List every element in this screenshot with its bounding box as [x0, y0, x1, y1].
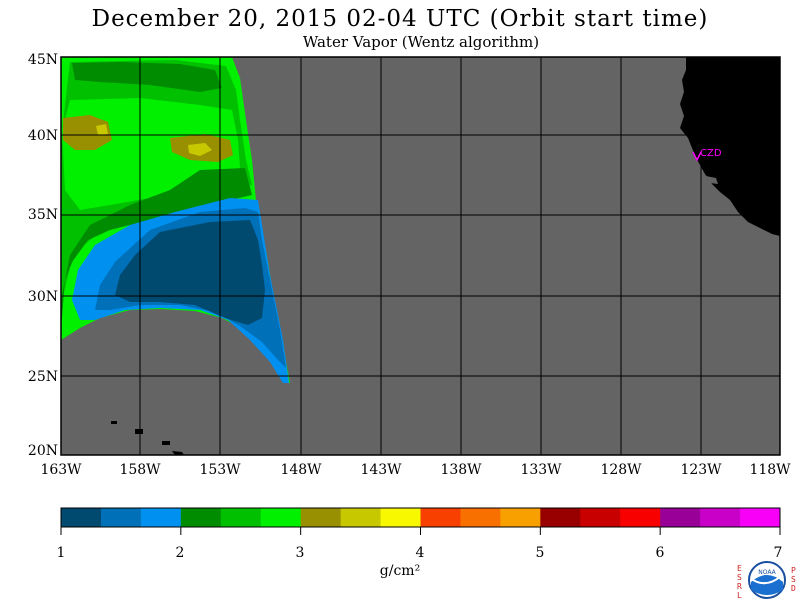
north-america-coast	[680, 57, 780, 236]
colorbar-tick-4: 4	[415, 545, 425, 561]
lon-label-138w: 138W	[440, 462, 482, 478]
station-label: CZD	[700, 148, 722, 159]
land-masses	[111, 57, 780, 455]
station-symbol	[692, 151, 702, 162]
colorbar-swatch	[220, 508, 262, 527]
logo-center-text: NOAA	[758, 569, 776, 576]
lon-label-158w: 158W	[119, 462, 161, 478]
lon-label-143w: 143W	[360, 462, 402, 478]
wv-band-green-dark	[72, 62, 222, 92]
colorbar-swatch	[61, 508, 102, 527]
lon-label-148w: 148W	[280, 462, 322, 478]
lat-label-20n: 20N	[27, 443, 58, 459]
wv-band-blue-dark	[115, 220, 265, 325]
water-vapor-field	[61, 57, 290, 383]
colorbar-swatch	[700, 508, 741, 527]
colorbar-swatch	[660, 508, 701, 527]
colorbar-swatch	[260, 508, 302, 527]
lon-label-123w: 123W	[680, 462, 722, 478]
colorbar-swatch	[340, 508, 382, 527]
hawaii-island-4	[172, 451, 184, 455]
colorbar-swatch	[100, 508, 142, 527]
colorbar-units: g/cm²	[379, 563, 421, 579]
lat-label-30n: 30N	[27, 289, 58, 305]
lat-label-25n: 25N	[27, 369, 58, 385]
colorbar-tick-6: 6	[655, 545, 665, 561]
bay-area-inlet	[706, 176, 718, 184]
lat-label-35n: 35N	[27, 207, 58, 223]
hawaii-island-1	[111, 421, 117, 424]
colorbar-swatch	[300, 508, 342, 527]
logo-right-letters: PSD	[791, 566, 796, 593]
lat-label-40n: 40N	[27, 128, 58, 144]
hawaii-island-3	[162, 441, 170, 445]
wv-band-yellow-1	[188, 143, 212, 156]
logo-left-letters: ESRL	[737, 564, 742, 600]
lon-label-153w: 153W	[199, 462, 241, 478]
colorbar-swatch	[740, 508, 781, 527]
colorbar-swatch	[140, 508, 182, 527]
colorbar-tick-1: 1	[56, 545, 66, 561]
noaa-emblem-icon: NOAA	[748, 561, 786, 599]
map-title: December 20, 2015 02-04 UTC (Orbit start…	[91, 6, 709, 32]
colorbar-swatch	[460, 508, 501, 527]
lat-lon-grid	[61, 57, 780, 455]
colorbar-swatch	[580, 508, 621, 527]
colorbar-swatch	[540, 508, 581, 527]
lon-label-133w: 133W	[520, 462, 562, 478]
colorbar-swatch	[500, 508, 541, 527]
wv-band-olive-1	[63, 115, 112, 150]
colorbar-tick-7: 7	[773, 545, 783, 561]
colorbar	[60, 507, 781, 535]
colorbar-tick-2: 2	[175, 545, 185, 561]
station-marker: CZD	[692, 148, 722, 162]
colorbar-swatch	[620, 508, 661, 527]
lon-label-163w: 163W	[40, 462, 82, 478]
hawaii-island-2	[135, 429, 143, 434]
wv-band-yellow-2	[96, 124, 108, 135]
noaa-logo: ESRL NOAA PSD	[733, 560, 799, 600]
lat-label-45n: 45N	[27, 52, 58, 68]
colorbar-swatch	[420, 508, 461, 527]
colorbar-swatch	[380, 508, 421, 527]
lon-label-118w: 118W	[749, 462, 791, 478]
colorbar-swatch	[180, 508, 222, 527]
colorbar-tick-3: 3	[295, 545, 305, 561]
colorbar-tick-5: 5	[535, 545, 545, 561]
map-frame	[60, 56, 781, 456]
map-subtitle: Water Vapor (Wentz algorithm)	[302, 33, 540, 51]
wv-band-green-dark-2	[61, 168, 252, 330]
lon-label-128w: 128W	[600, 462, 642, 478]
